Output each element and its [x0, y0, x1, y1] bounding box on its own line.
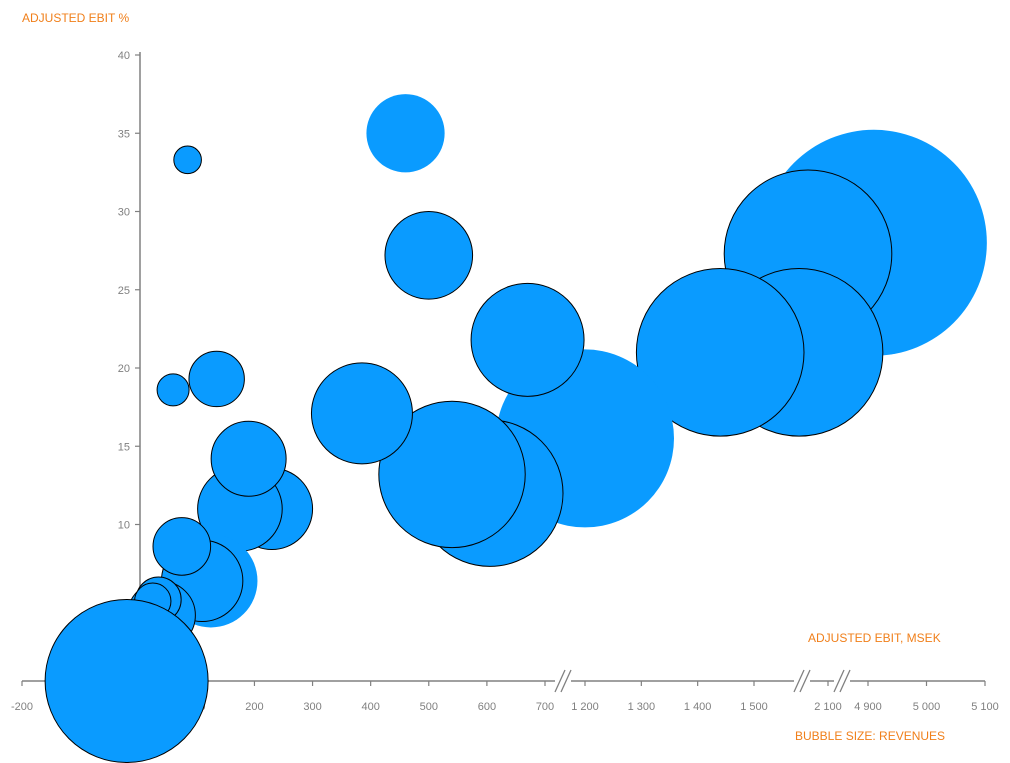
- x-tick-label: 1 200: [571, 701, 599, 713]
- x-tick-label: 500: [420, 701, 438, 713]
- y-tick-label: 10: [118, 520, 130, 532]
- bubble: [378, 400, 526, 549]
- x-tick-label: 400: [361, 701, 379, 713]
- axis-break-mark: [554, 669, 566, 693]
- axis-breaks: [554, 669, 851, 693]
- x-tick-label: 4 900: [854, 701, 882, 713]
- bubble: [310, 362, 413, 465]
- x-tick-label: 600: [478, 701, 496, 713]
- x-tick-label: 700: [536, 701, 554, 713]
- y-tick-label: 20: [118, 363, 130, 375]
- bubble: [44, 599, 209, 763]
- bubble: [635, 268, 805, 437]
- axis-break-gap: [834, 679, 850, 683]
- y-tick-label: 40: [118, 50, 130, 62]
- y-tick-label: 35: [118, 128, 130, 140]
- axis-break-mark: [839, 669, 851, 693]
- axis-break-mark: [799, 669, 811, 693]
- bubble: [188, 350, 245, 408]
- bubble: [384, 211, 474, 300]
- x-tick-label: 5 000: [913, 701, 941, 713]
- x-tick-label: -200: [11, 701, 33, 713]
- y-tick-label: 30: [118, 207, 130, 219]
- axis-break-mark: [793, 669, 805, 693]
- bubbles: [44, 94, 987, 763]
- bubble-size-label: BUBBLE SIZE: REVENUES: [795, 729, 946, 743]
- x-tick-label: 1 300: [628, 701, 656, 713]
- axis-break-gap: [555, 679, 571, 683]
- bubble: [366, 94, 445, 173]
- bubble: [152, 517, 212, 576]
- y-tick-label: 15: [118, 441, 130, 453]
- x-tick-label: 1 400: [684, 701, 712, 713]
- bubble: [210, 420, 287, 497]
- y-axis-title: ADJUSTED EBIT %: [22, 11, 130, 25]
- x-tick-label: 300: [303, 701, 321, 713]
- x-tick-label: 2 100: [814, 701, 842, 713]
- x-axis-title: ADJUSTED EBIT, MSEK: [808, 631, 941, 645]
- x-tick-label: 1 500: [740, 701, 768, 713]
- bubble: [470, 282, 585, 397]
- x-tick-label: 5 100: [971, 701, 999, 713]
- axis-break-mark: [560, 669, 572, 693]
- axis-break-gap: [794, 679, 810, 683]
- y-tick-label: 25: [118, 285, 130, 297]
- bubble: [173, 145, 202, 175]
- axis-break-mark: [833, 669, 845, 693]
- x-tick-label: 200: [245, 701, 263, 713]
- bubble: [156, 373, 190, 407]
